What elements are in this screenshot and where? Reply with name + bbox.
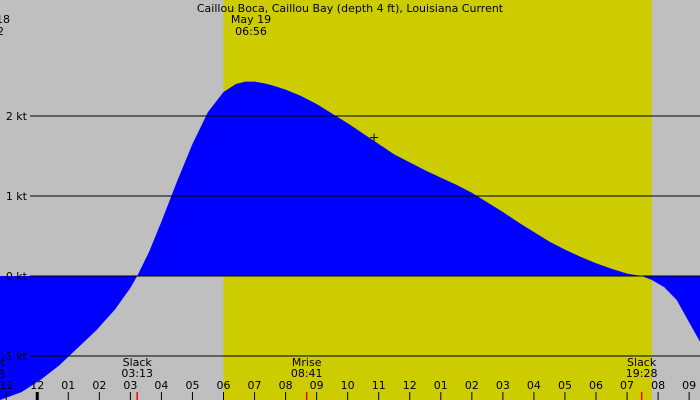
x-tick-label: 01 (61, 379, 75, 392)
y-tick-label: 1 kt (6, 190, 28, 203)
corner-bottom-label-1: t (1, 356, 6, 369)
current-areas (0, 81, 700, 400)
chart-title: Caillou Boca, Caillou Bay (depth 4 ft), … (197, 2, 504, 15)
x-tick-label: 08 (279, 379, 293, 392)
x-tick-label: 10 (341, 379, 355, 392)
x-tick-label: 09 (310, 379, 324, 392)
corner-bottom-label-2: 8 (0, 368, 5, 381)
corner-top-label-2: 2 (0, 25, 4, 38)
gridlines (30, 115, 700, 357)
y-tick-label: 2 kt (6, 110, 28, 123)
x-tick-label: 06 (589, 379, 603, 392)
x-tick-label: 03 (123, 379, 137, 392)
x-tick-label: 02 (465, 379, 479, 392)
x-tick-label: 12 (403, 379, 417, 392)
event-name: Mrise (292, 356, 322, 369)
x-tick-label: 05 (558, 379, 572, 392)
x-tick-label: 07 (248, 379, 262, 392)
current-time-marker (370, 133, 379, 142)
x-tick-label: 07 (620, 379, 634, 392)
x-tick-label: 02 (92, 379, 106, 392)
event-name: Slack (627, 356, 657, 369)
x-ticks: 11 12 01 02 03 04 05 06 07 08 09 10 11 12 01 02 03 04 05 06… (0, 379, 696, 400)
x-tick-label: 04 (154, 379, 168, 392)
y-tick-label: 0 kt (6, 270, 28, 283)
x-tick-label: 03 (496, 379, 510, 392)
x-tick-label: 12 (30, 379, 44, 392)
y-tick-labels: 2 kt 1 kt 0 kt -1 kt (2, 110, 28, 363)
x-tick-label: 04 (527, 379, 541, 392)
flood-area (0, 81, 700, 400)
y-tick-label: -1 kt (2, 350, 28, 363)
x-tick-label: 08 (651, 379, 665, 392)
x-tick-label: 05 (185, 379, 199, 392)
event-time: 03:13 (121, 367, 153, 380)
x-tick-label: 11 (0, 379, 13, 392)
event-time: 08:41 (291, 367, 323, 380)
date-label: May 19 (231, 13, 271, 26)
corner-top-label-1: 18 (0, 13, 10, 26)
x-tick-label: 01 (434, 379, 448, 392)
x-tick-label: 09 (682, 379, 696, 392)
event-name: Slack (123, 356, 153, 369)
x-tick-label: 06 (217, 379, 231, 392)
time-label: 06:56 (235, 25, 267, 38)
x-tick-label: 11 (372, 379, 386, 392)
event-time: 19:28 (626, 367, 658, 380)
